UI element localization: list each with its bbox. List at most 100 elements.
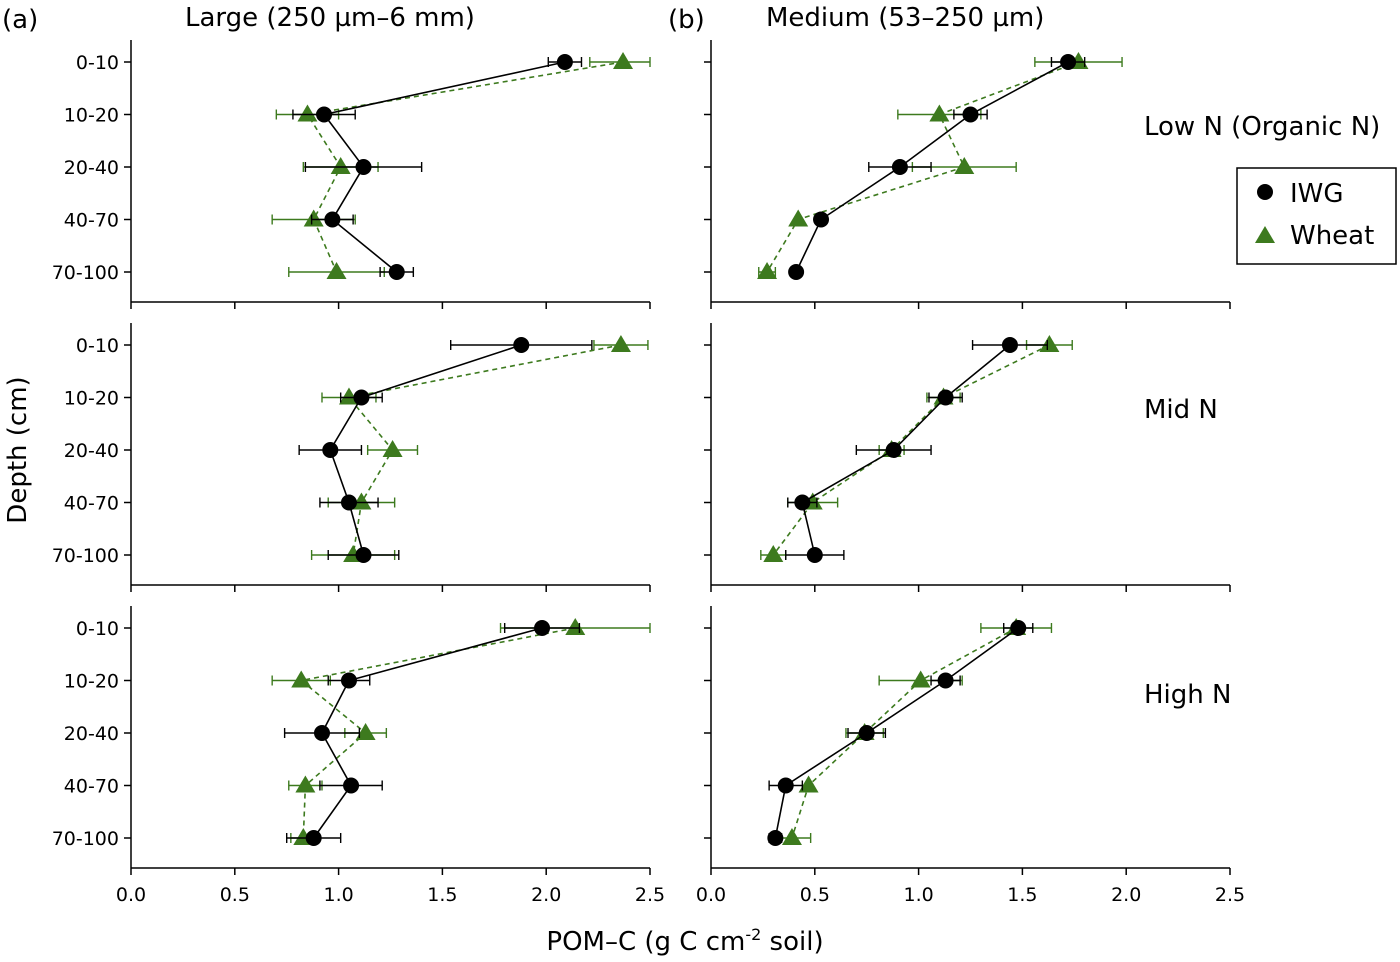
series-iwg — [788, 54, 1086, 280]
wheat-point — [297, 104, 318, 122]
wheat-point — [330, 157, 351, 174]
iwg-point — [788, 264, 805, 280]
x-tick-label: 1.5 — [1007, 884, 1037, 906]
series-iwg — [767, 620, 1034, 846]
x-tick-label: 1.5 — [427, 884, 457, 906]
series-wheat — [271, 52, 651, 279]
x-tick-label: 2.0 — [1111, 884, 1141, 906]
wheat-line — [791, 627, 1017, 839]
panel-1-0: 0-10 10-20 20-40 40-70 70-100 — [52, 323, 651, 592]
series-wheat — [757, 52, 1123, 279]
y-tick-label: 40-70 — [64, 210, 119, 232]
panel-0-1 — [704, 40, 1231, 309]
panel-tag-a: (a) — [2, 5, 38, 35]
iwg-point — [767, 830, 784, 846]
x-tick-label: 0.0 — [116, 884, 146, 906]
wheat-point — [929, 104, 950, 122]
iwg-point — [813, 211, 830, 228]
y-axis-label: Depth (cm) — [3, 376, 33, 523]
iwg-point — [937, 389, 954, 406]
wheat-line — [766, 61, 1079, 273]
y-tick-label: 20-40 — [64, 157, 119, 179]
x-tick-label: 1.0 — [323, 884, 353, 906]
iwg-point — [534, 620, 551, 636]
legend-iwg-marker — [1257, 184, 1273, 200]
series-iwg — [785, 337, 1049, 563]
y-tick-label: 10-20 — [64, 105, 119, 127]
y-tick-label: 70-100 — [52, 828, 119, 850]
column-title-medium: Medium (53–250 µm) — [766, 3, 1044, 33]
wheat-point — [565, 618, 586, 635]
x-tick-label: 2.5 — [635, 884, 665, 906]
iwg-point — [1010, 620, 1027, 636]
y-tick-label: 0-10 — [76, 52, 119, 74]
x-tick-label: 0.0 — [696, 884, 726, 906]
wheat-point — [757, 262, 778, 279]
legend-iwg-label: IWG — [1290, 179, 1344, 209]
series-wheat — [760, 335, 1073, 562]
y-tick-label: 0-10 — [76, 618, 119, 640]
iwg-point — [305, 830, 322, 846]
row-label-mid-n: Mid N — [1144, 395, 1218, 425]
y-tick-label: 40-70 — [64, 493, 119, 515]
wheat-point — [781, 828, 802, 845]
iwg-point — [962, 106, 979, 123]
column-title-large: Large (250 µm–6 mm) — [185, 3, 475, 33]
y-tick-label: 70-100 — [52, 545, 119, 567]
wheat-point — [303, 209, 324, 227]
panel-0-0: 0-10 10-20 20-40 40-70 70-100 — [52, 40, 651, 309]
y-tick-label: 10-20 — [64, 671, 119, 693]
iwg-point — [316, 106, 333, 123]
iwg-point — [513, 337, 530, 353]
panel-1-1 — [704, 323, 1231, 592]
row-label-low-n: Low N (Organic N) — [1144, 112, 1380, 142]
x-axis-label: POM–C (g C cm-2 soil) — [546, 925, 823, 957]
x-tick-label: 2.0 — [531, 884, 561, 906]
iwg-point — [340, 672, 357, 689]
x-axis-label-sup: -2 — [745, 925, 761, 944]
iwg-point — [353, 389, 370, 406]
legend-box — [1236, 167, 1397, 265]
wheat-point — [798, 775, 819, 793]
series-iwg — [283, 620, 581, 846]
iwg-point — [1060, 54, 1077, 70]
x-tick-label: 2.5 — [1215, 884, 1245, 906]
row-label-high-n: High N — [1144, 680, 1231, 710]
y-tick-label: 20-40 — [64, 723, 119, 745]
series-iwg — [298, 337, 593, 563]
iwg-point — [891, 159, 908, 175]
iwg-point — [806, 547, 823, 563]
wheat-point — [613, 52, 634, 69]
wheat-point — [610, 335, 631, 352]
iwg-point — [355, 547, 372, 563]
panel-2-1: 0.0 0.5 1.0 1.5 2.0 2.5 — [696, 606, 1245, 906]
wheat-point — [291, 670, 312, 688]
wheat-point — [910, 670, 931, 688]
iwg-point — [322, 442, 339, 458]
iwg-point — [340, 494, 357, 511]
iwg-point — [885, 442, 902, 458]
wheat-point — [1039, 335, 1060, 352]
x-tick-label: 0.5 — [800, 884, 830, 906]
wheat-point — [763, 545, 784, 562]
iwg-point — [858, 725, 875, 741]
wheat-point — [788, 209, 809, 227]
x-tick-label: 1.0 — [903, 884, 933, 906]
x-axis-label-end: soil) — [761, 927, 823, 957]
y-tick-label: 0-10 — [76, 335, 119, 357]
iwg-point — [794, 494, 811, 511]
wheat-point — [954, 157, 975, 174]
y-tick-label: 70-100 — [52, 262, 119, 284]
wheat-point — [382, 440, 403, 457]
legend-wheat-marker — [1255, 226, 1275, 243]
iwg-point — [313, 725, 330, 741]
legend: IWG Wheat — [1236, 167, 1397, 265]
legend-wheat-label: Wheat — [1290, 221, 1374, 251]
series-wheat — [772, 618, 1053, 845]
iwg-line — [774, 627, 1019, 839]
y-tick-label: 10-20 — [64, 388, 119, 410]
iwg-point — [777, 777, 794, 794]
wheat-point — [295, 775, 316, 793]
iwg-point — [324, 211, 341, 228]
